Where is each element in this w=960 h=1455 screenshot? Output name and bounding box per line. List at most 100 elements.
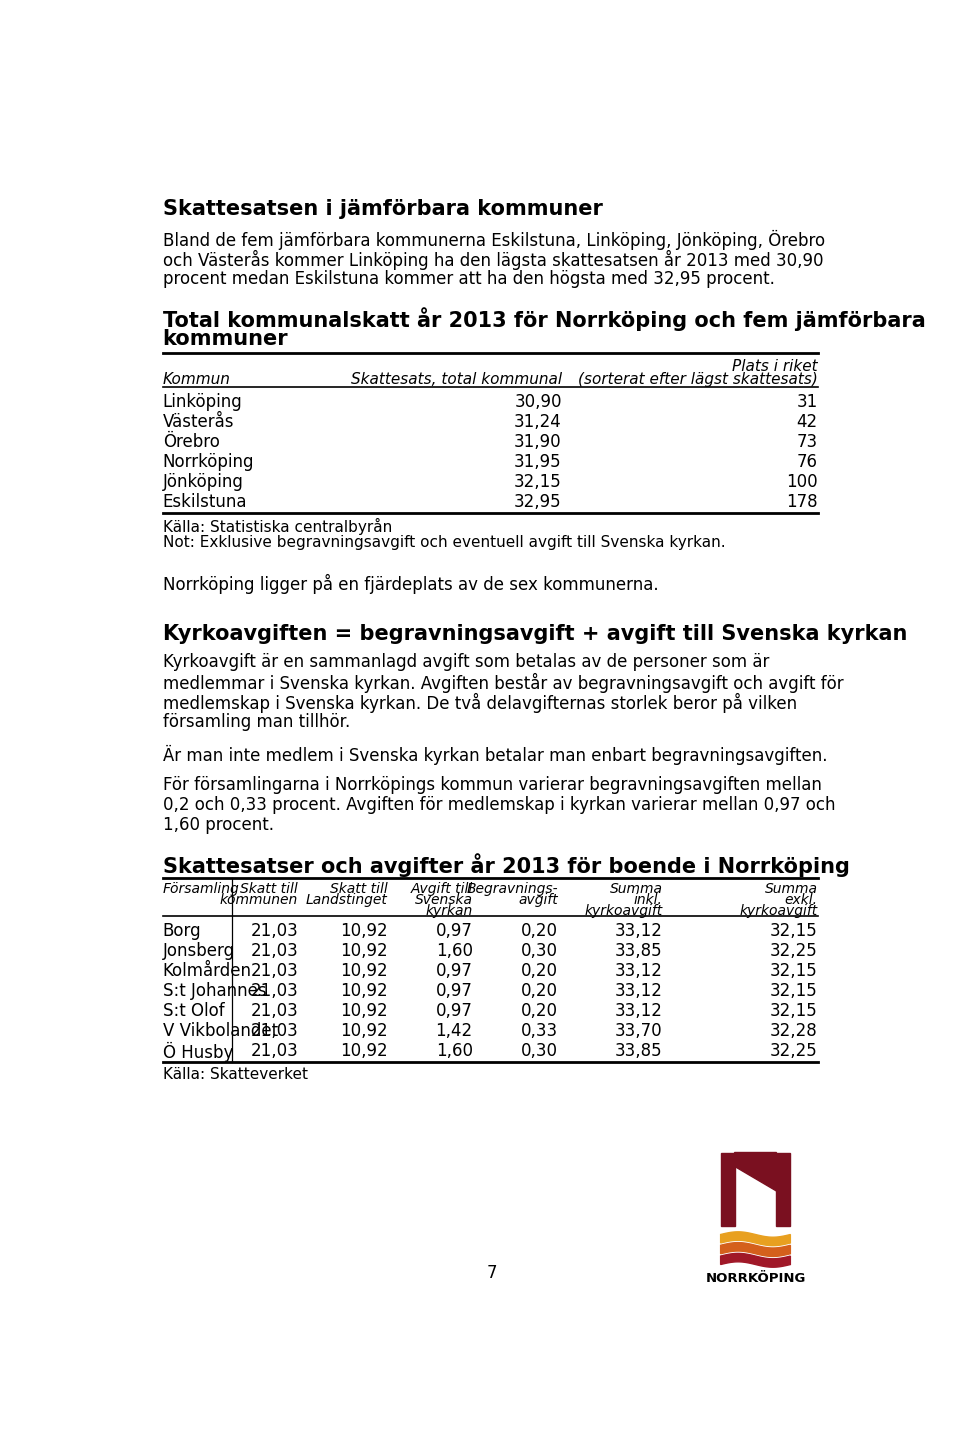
Text: 0,20: 0,20 [521, 982, 558, 1001]
Text: 31,90: 31,90 [515, 434, 562, 451]
Text: 0,20: 0,20 [521, 1002, 558, 1020]
Text: Plats i riket: Plats i riket [732, 359, 818, 374]
Text: 33,12: 33,12 [614, 922, 662, 940]
Text: församling man tillhör.: församling man tillhör. [162, 713, 349, 730]
Text: Bland de fem jämförbara kommunerna Eskilstuna, Linköping, Jönköping, Örebro: Bland de fem jämförbara kommunerna Eskil… [162, 230, 825, 250]
Text: exkl.: exkl. [784, 893, 818, 906]
Text: 0,30: 0,30 [521, 1042, 558, 1061]
Text: 21,03: 21,03 [251, 1002, 299, 1020]
Text: 0,97: 0,97 [436, 1002, 472, 1020]
Text: 31,95: 31,95 [515, 454, 562, 471]
Text: 178: 178 [786, 493, 818, 511]
Text: 0,97: 0,97 [436, 962, 472, 981]
Text: 0,97: 0,97 [436, 922, 472, 940]
Text: medlemskap i Svenska kyrkan. De två delavgifternas storlek beror på vilken: medlemskap i Svenska kyrkan. De två dela… [162, 693, 797, 713]
Text: 32,15: 32,15 [770, 922, 818, 940]
Text: 21,03: 21,03 [251, 1042, 299, 1061]
Text: kyrkoavgift: kyrkoavgift [585, 904, 662, 918]
Text: 32,15: 32,15 [770, 1002, 818, 1020]
Text: 0,30: 0,30 [521, 943, 558, 960]
Text: 30,90: 30,90 [515, 393, 562, 412]
Text: 32,15: 32,15 [770, 982, 818, 1001]
Text: Linköping: Linköping [162, 393, 242, 412]
Text: 33,12: 33,12 [614, 982, 662, 1001]
Text: 10,92: 10,92 [340, 962, 388, 981]
Text: 33,85: 33,85 [614, 943, 662, 960]
Text: Skatt till: Skatt till [241, 882, 299, 896]
Text: 7: 7 [487, 1264, 497, 1282]
Text: Landstinget: Landstinget [305, 893, 388, 906]
Text: 1,60: 1,60 [436, 943, 472, 960]
Text: Avgift till: Avgift till [410, 882, 472, 896]
Text: procent medan Eskilstuna kommer att ha den högsta med 32,95 procent.: procent medan Eskilstuna kommer att ha d… [162, 271, 775, 288]
Text: 10,92: 10,92 [340, 982, 388, 1001]
Text: kyrkoavgift: kyrkoavgift [739, 904, 818, 918]
Text: 32,95: 32,95 [515, 493, 562, 511]
Text: 21,03: 21,03 [251, 943, 299, 960]
Text: 31,24: 31,24 [514, 413, 562, 431]
Text: 10,92: 10,92 [340, 1023, 388, 1040]
Text: 21,03: 21,03 [251, 982, 299, 1001]
Text: inkl.: inkl. [634, 893, 662, 906]
Text: 31: 31 [796, 393, 818, 412]
Text: och Västerås kommer Linköping ha den lägsta skattesatsen år 2013 med 30,90: och Västerås kommer Linköping ha den läg… [162, 250, 823, 271]
Text: 10,92: 10,92 [340, 943, 388, 960]
Text: 32,25: 32,25 [770, 1042, 818, 1061]
Text: avgift: avgift [518, 893, 558, 906]
Text: Begravnings-: Begravnings- [467, 882, 558, 896]
Text: Jönköping: Jönköping [162, 473, 244, 492]
Text: Är man inte medlem i Svenska kyrkan betalar man enbart begravningsavgiften.: Är man inte medlem i Svenska kyrkan beta… [162, 745, 828, 765]
Text: 0,20: 0,20 [521, 922, 558, 940]
Text: Västerås: Västerås [162, 413, 234, 431]
Text: Summa: Summa [610, 882, 662, 896]
Text: 33,12: 33,12 [614, 962, 662, 981]
Text: Borg: Borg [162, 922, 202, 940]
Text: 0,33: 0,33 [520, 1023, 558, 1040]
Text: Källa: Statistiska centralbyrån: Källa: Statistiska centralbyrån [162, 518, 392, 535]
Text: Total kommunalskatt år 2013 för Norrköping och fem jämförbara: Total kommunalskatt år 2013 för Norrköpi… [162, 307, 925, 330]
Text: 0,20: 0,20 [521, 962, 558, 981]
Text: kommunen: kommunen [220, 893, 299, 906]
Text: medlemmar i Svenska kyrkan. Avgiften består av begravningsavgift och avgift för: medlemmar i Svenska kyrkan. Avgiften bes… [162, 672, 843, 693]
Text: 32,28: 32,28 [770, 1023, 818, 1040]
Text: 1,60: 1,60 [436, 1042, 472, 1061]
Text: 21,03: 21,03 [251, 1023, 299, 1040]
Text: Summa: Summa [764, 882, 818, 896]
Text: Kommun: Kommun [162, 371, 230, 387]
Text: 1,60 procent.: 1,60 procent. [162, 816, 274, 834]
Text: Skatt till: Skatt till [329, 882, 388, 896]
Text: 1,42: 1,42 [436, 1023, 472, 1040]
Text: För församlingarna i Norrköpings kommun varierar begravningsavgiften mellan: För församlingarna i Norrköpings kommun … [162, 776, 822, 794]
Text: Ö Husby: Ö Husby [162, 1042, 233, 1062]
Text: Kolmården: Kolmården [162, 962, 252, 981]
Polygon shape [777, 1152, 790, 1225]
Text: kyrkan: kyrkan [425, 904, 472, 918]
Text: 10,92: 10,92 [340, 1042, 388, 1061]
Text: kommuner: kommuner [162, 329, 288, 349]
Text: 10,92: 10,92 [340, 1002, 388, 1020]
Text: Kyrkoavgift är en sammanlagd avgift som betalas av de personer som är: Kyrkoavgift är en sammanlagd avgift som … [162, 653, 769, 671]
Text: 32,25: 32,25 [770, 943, 818, 960]
Text: Skattesatser och avgifter år 2013 för boende i Norrköping: Skattesatser och avgifter år 2013 för bo… [162, 853, 850, 877]
Text: Örebro: Örebro [162, 434, 220, 451]
Text: Skattesats, total kommunal: Skattesats, total kommunal [350, 371, 562, 387]
Text: 21,03: 21,03 [251, 922, 299, 940]
Text: 42: 42 [797, 413, 818, 431]
Text: 21,03: 21,03 [251, 962, 299, 981]
Text: 33,85: 33,85 [614, 1042, 662, 1061]
Text: 0,2 och 0,33 procent. Avgiften för medlemskap i kyrkan varierar mellan 0,97 och: 0,2 och 0,33 procent. Avgiften för medle… [162, 796, 835, 813]
Text: Kyrkoavgiften = begravningsavgift + avgift till Svenska kyrkan: Kyrkoavgiften = begravningsavgift + avgi… [162, 624, 907, 643]
Text: 33,70: 33,70 [614, 1023, 662, 1040]
Text: S:t Johannes: S:t Johannes [162, 982, 266, 1001]
Text: 10,92: 10,92 [340, 922, 388, 940]
Text: 32,15: 32,15 [770, 962, 818, 981]
Text: Församling: Församling [162, 882, 239, 896]
Text: Källa: Skatteverket: Källa: Skatteverket [162, 1067, 307, 1083]
Polygon shape [721, 1243, 790, 1257]
Text: Norrköping: Norrköping [162, 454, 254, 471]
Text: Not: Exklusive begravningsavgift och eventuell avgift till Svenska kyrkan.: Not: Exklusive begravningsavgift och eve… [162, 535, 725, 550]
Text: S:t Olof: S:t Olof [162, 1002, 225, 1020]
Text: 76: 76 [797, 454, 818, 471]
Polygon shape [734, 1152, 777, 1192]
Text: Skattesatsen i jämförbara kommuner: Skattesatsen i jämförbara kommuner [162, 199, 603, 220]
